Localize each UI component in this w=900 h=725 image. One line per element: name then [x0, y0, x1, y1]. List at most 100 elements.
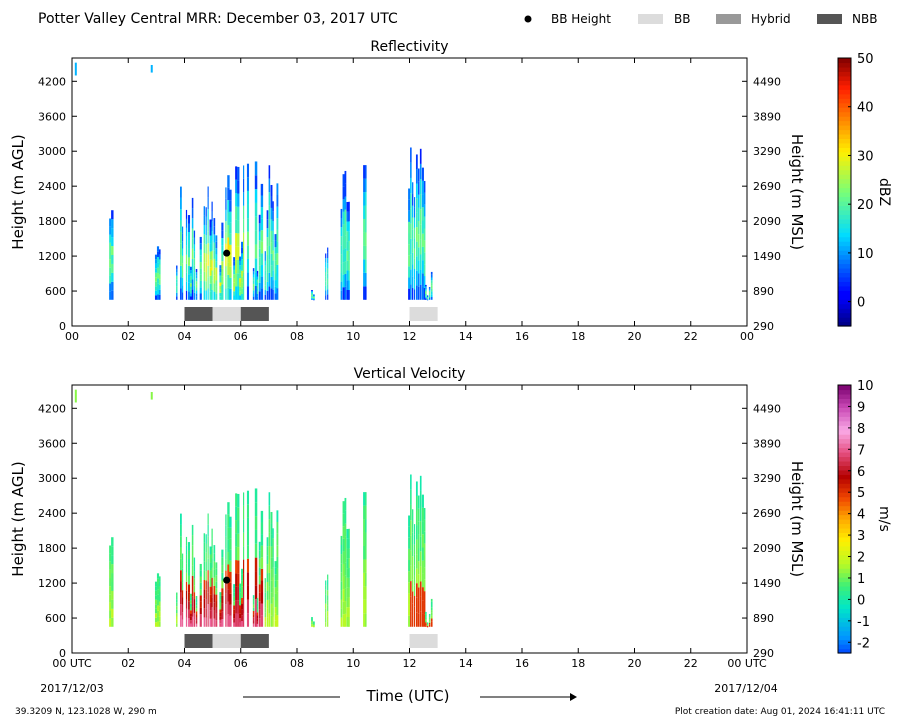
heatmap-cell — [246, 204, 250, 219]
heatmap-cell — [209, 251, 213, 260]
heatmap-cell — [408, 593, 410, 605]
heatmap-cell — [311, 620, 313, 622]
heatmap-cell — [189, 610, 193, 614]
heatmap-cell — [417, 207, 420, 222]
heatmap-cell — [221, 619, 224, 627]
heatmap-cell — [191, 616, 194, 627]
heatmap-cell — [219, 292, 222, 297]
heatmap-cell — [205, 207, 207, 217]
heatmap-cell — [276, 533, 279, 546]
heatmap-cell — [225, 559, 227, 571]
heatmap-cell — [243, 192, 245, 206]
heatmap-cell — [180, 547, 182, 559]
heatmap-cell — [428, 620, 431, 622]
heatmap-cell — [346, 250, 350, 261]
heatmap-cell — [419, 521, 422, 537]
heatmap-cell — [421, 246, 424, 261]
heatmap-cell — [227, 589, 230, 602]
heatmap-cell — [419, 209, 422, 225]
heatmap-cell — [158, 591, 161, 597]
heatmap-cell — [209, 267, 213, 276]
heatmap-cell — [340, 590, 343, 600]
heatmap-cell — [193, 557, 196, 565]
heatmap-cell — [246, 613, 250, 627]
colorbar-tick-label: 30 — [857, 149, 874, 164]
heatmap-cell — [209, 235, 213, 244]
heatmap-cell — [410, 238, 412, 255]
colorbar-segment — [838, 590, 851, 596]
heatmap-cell — [181, 263, 184, 271]
heatmap-cell — [348, 616, 350, 627]
heatmap-cell — [272, 528, 274, 539]
heatmap-cell — [109, 283, 112, 292]
colorbar-tick-label: 5 — [857, 486, 865, 501]
y2-tick-label: 2690 — [753, 180, 781, 193]
heatmap-cell — [410, 223, 412, 239]
heatmap-cell — [252, 598, 255, 602]
heatmap-cell — [243, 573, 245, 587]
heatmap-cell — [254, 230, 258, 245]
heatmap-cell — [254, 502, 258, 517]
heatmap-cell — [430, 285, 433, 289]
heatmap-cell — [266, 272, 269, 282]
heatmap-cell — [260, 207, 264, 219]
heatmap-cell — [423, 591, 426, 604]
heatmap-cell — [424, 292, 427, 294]
heatmap-cell — [274, 253, 277, 261]
heatmap-cell — [235, 206, 238, 220]
heatmap-cell — [154, 590, 158, 596]
heatmap-cell — [233, 596, 236, 602]
heatmap-cell — [213, 267, 216, 276]
heatmap-cell — [313, 298, 315, 300]
heatmap-cell — [193, 619, 196, 627]
heatmap-cell — [185, 254, 188, 264]
heatmap-cell — [414, 565, 416, 576]
heatmap-cell — [158, 264, 161, 270]
heatmap-cell — [225, 221, 227, 233]
heatmap-cell — [158, 616, 161, 622]
heatmap-cell — [246, 517, 250, 532]
heatmap-cell — [363, 559, 366, 573]
heatmap-cell — [412, 229, 414, 242]
heatmap-cell — [225, 548, 227, 560]
colorbar-tick-label: 40 — [857, 101, 874, 116]
heatmap-cell — [211, 607, 213, 617]
heatmap-cell — [430, 283, 433, 286]
heatmap-cell — [342, 589, 345, 602]
heatmap-cell — [225, 187, 227, 199]
heatmap-cell — [264, 285, 266, 291]
colorbar-segment — [838, 62, 851, 68]
heatmap-cell — [365, 272, 367, 287]
heatmap-cell — [270, 265, 273, 277]
heatmap-cell — [325, 612, 327, 618]
heatmap-cell — [74, 62, 77, 76]
heatmap-cell — [412, 603, 414, 616]
heatmap-cell — [241, 282, 244, 289]
heatmap-cell — [311, 290, 313, 292]
heatmap-cell — [195, 275, 198, 279]
heatmap-cell — [205, 552, 207, 563]
heatmap-cell — [311, 294, 313, 296]
heatmap-cell — [421, 167, 424, 181]
heatmap-cell — [189, 597, 193, 601]
colorbar-tick-label: 50 — [857, 52, 874, 67]
y2-tick-label: 1490 — [753, 250, 781, 263]
heatmap-cell — [189, 286, 193, 290]
heatmap-cell — [268, 586, 271, 600]
heatmap-cell — [158, 294, 161, 300]
heatmap-cell — [325, 262, 327, 268]
heatmap-cell — [233, 605, 236, 610]
heatmap-cell — [419, 490, 422, 507]
legend-item-hybrid: Hybrid — [716, 12, 791, 26]
heatmap-cell — [421, 207, 424, 221]
heatmap-cell — [221, 588, 224, 596]
colorbar-segment — [838, 572, 851, 578]
heatmap-cell — [154, 617, 158, 623]
heatmap-cell — [180, 558, 182, 571]
heatmap-cell — [408, 188, 410, 200]
heatmap-cell — [325, 598, 327, 604]
heatmap-cell — [246, 572, 250, 586]
heatmap-cell — [348, 260, 350, 271]
heatmap-cell — [276, 206, 279, 219]
colorbar-segment — [838, 389, 851, 395]
